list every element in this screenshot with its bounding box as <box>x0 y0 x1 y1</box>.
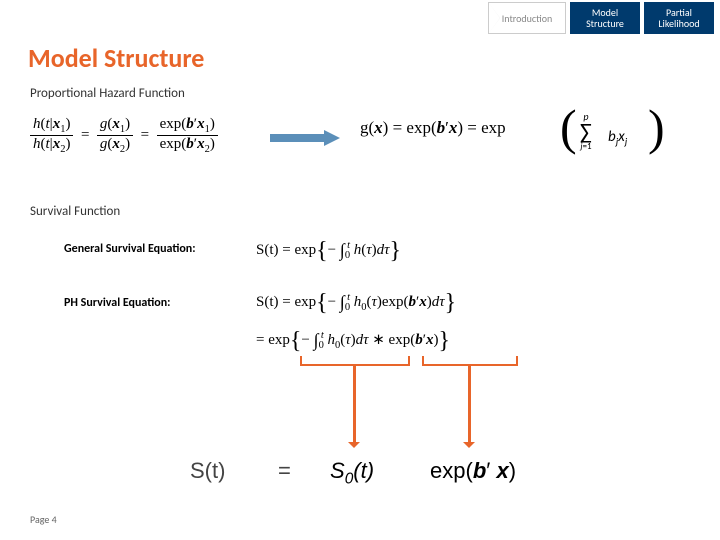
equation-sum: p ∑ j=1 bjxj <box>580 110 592 152</box>
page-number: Page 4 <box>30 513 57 526</box>
tab-intro-label: Introduction <box>502 13 552 24</box>
tab-partial-label: PartialLikelihood <box>658 7 699 29</box>
result-s0: S0(t) <box>330 458 374 488</box>
page-title: Model Structure <box>28 42 204 74</box>
equation-g-exp: g(x) = exp(b′x) = exp <box>360 118 506 138</box>
equation-ph-survival-1: S(t) = exp{− ∫0t h0(τ)exp(b′x)dτ} <box>256 290 456 317</box>
tab-partial-likelihood[interactable]: PartialLikelihood <box>644 2 714 34</box>
section-sf-heading: Survival Function <box>30 204 120 219</box>
equation-ph-survival-2: = exp{− ∫0t h0(τ)dτ ∗ exp(b′x)} <box>256 328 450 355</box>
result-exp: exp(b′ x) <box>430 458 516 484</box>
label-ph-survival: PH Survival Equation: <box>64 296 170 310</box>
big-paren-right: ) <box>648 98 665 156</box>
arrow-down-left-icon <box>353 366 356 446</box>
arrow-right-icon <box>270 130 340 146</box>
result-equals: = <box>278 458 291 484</box>
equation-hazard-ratio: h(t|x1) h(t|x2) = g(x1) g(x2) = exp(b′x1… <box>30 116 218 155</box>
tab-introduction[interactable]: Introduction <box>488 2 566 34</box>
section-phf-heading: Proportional Hazard Function <box>30 86 185 101</box>
arrow-down-right-icon <box>468 366 471 446</box>
tab-model-label: ModelStructure <box>586 7 624 29</box>
equation-general-survival: S(t) = exp{− ∫0t h(τ)dτ} <box>256 238 401 265</box>
result-st: S(t) <box>190 458 225 484</box>
big-paren-left: ( <box>560 98 577 156</box>
bracket-left <box>300 356 410 366</box>
tab-model-structure[interactable]: ModelStructure <box>570 2 640 34</box>
bracket-right <box>422 356 518 366</box>
label-general-survival: General Survival Equation: <box>64 242 196 256</box>
